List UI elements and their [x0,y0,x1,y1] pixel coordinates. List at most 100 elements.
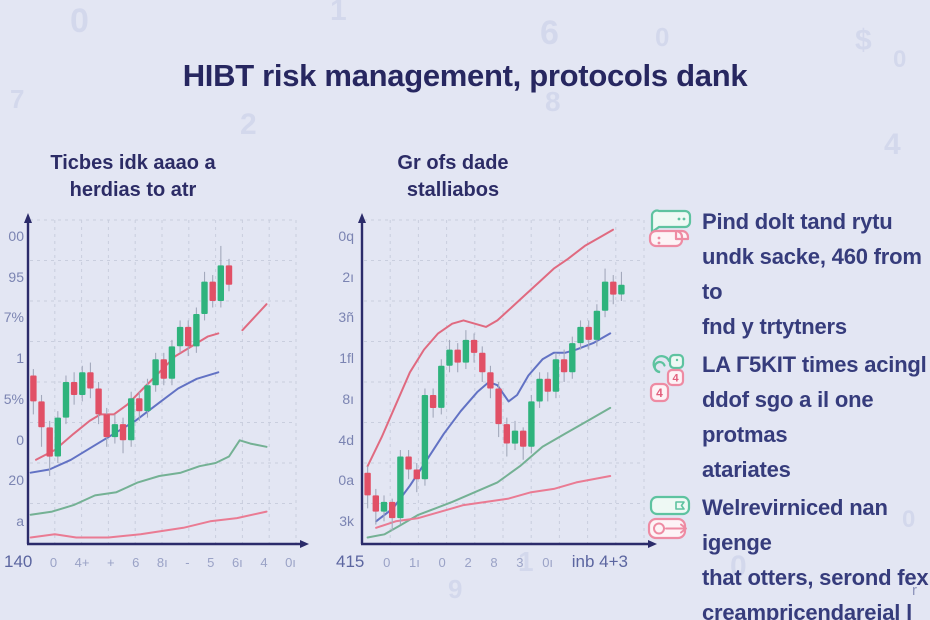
candle-up [438,365,445,408]
bullet-item-3: Welrevirniced nan igenge that otters, se… [646,490,930,620]
candle-down [87,372,94,389]
candlestick-plot-left [24,213,309,548]
y-tick-label: 0q [338,228,354,244]
line-lower-ma [366,406,612,539]
candle-down [364,472,371,496]
chart-left-subtitle: Ticbes idk aaao a herdias to atr [8,150,258,204]
y-tick-label: 3ñ [338,309,354,326]
candle-up [569,343,576,373]
candle-up [217,265,224,301]
y-tick-label: 95 [8,268,24,285]
bullet-text-1: Pind dolt tand rytu undk sacke, 460 from… [702,209,922,339]
x-tick-label: 0ı [285,555,296,570]
x-tick-label: 8 [490,555,498,570]
x-tick-label: + [107,555,115,570]
candle-up [618,284,625,295]
line-upper-ma-segment [241,303,268,332]
chart-right-subtitle-line1: Gr ofs dade [397,152,509,174]
y-tick-label: 8ı [342,390,354,407]
y-axis-arrow [24,213,32,223]
watermark-glyph: 4 [884,128,901,161]
watermark-glyph: $ [855,24,872,57]
candle-up [193,314,200,347]
candle-down [470,339,478,353]
candle-down [38,401,45,428]
candle-down [520,430,527,447]
chat-cards-icon [646,204,702,344]
x-tick-label: 0 [49,555,58,570]
x-tick-label: 0ı [542,555,554,570]
x-tick-label: 2 [464,555,472,570]
watermark-glyph: 0 [70,2,89,40]
candle-down [405,456,412,470]
y-tick-label: 4d [338,431,354,448]
candle-up [552,359,560,392]
candle-up [601,281,609,311]
candle-down [119,424,127,441]
y-axis-labels-right: 0q 2ı 3ñ 1fl 8ı 4d 0a 3k [330,212,356,558]
candle-up [111,424,119,438]
bullet-item-1: Pind dolt tand rytu undk sacke, 460 from… [646,204,930,344]
bullet-text-3: Welrevirniced nan igenge that otters, se… [702,495,929,620]
x-tick-label: - [185,555,190,570]
y-tick-label: 00 [8,228,24,244]
candle-down [185,326,192,347]
y-tick-label: 2ı [342,268,354,285]
candle-up [462,339,470,363]
x-tick-label: 415 [336,552,365,571]
candle-down [136,398,143,412]
x-tick-label: inb 4+3 [571,552,628,571]
icon-badge-number: 4 [672,373,679,385]
chart-left-subtitle-line1: Ticbes idk aaao a [50,152,216,174]
y-tick-label: 7% [3,309,24,326]
candle-down [70,382,78,395]
x-axis-labels-left: 140 0 4+ +6 8ı - 5 6ı 4 0ı [4,552,296,572]
x-tick-label: 140 [4,552,33,571]
candle-up [528,401,535,447]
candle-down [209,281,216,301]
chart-right-subtitle: Gr ofs dade stalliabos [338,150,568,204]
candle-down [544,378,551,392]
candle-down [95,388,102,415]
candle-up [54,417,61,457]
candle-up [201,281,208,314]
x-tick-label: 0 [383,555,391,570]
candle-down [479,352,486,373]
candle-up [577,326,584,344]
bullet-list: Pind dolt tand rytu undk sacke, 460 from… [646,204,930,620]
footer-mark: r [912,582,917,599]
line-base-line [375,475,612,529]
x-tick-label: 0 [438,555,446,570]
y-tick-label: 1fl [339,350,354,367]
watermark-glyph: 2 [240,108,257,141]
candle-up [593,310,601,340]
y-tick-label: 20 [8,472,24,489]
candle-up [176,326,184,347]
y-tick-label: 3k [339,512,354,529]
x-tick-label: 4+ [74,555,90,570]
x-tick-label: 8ı [156,555,168,570]
candle-up [62,382,70,418]
y-tick-label: 1 [16,350,24,367]
candle-up [536,378,543,402]
x-tick-label: 6 [132,555,140,570]
chart-right-subtitle-line2: stalliabos [406,179,500,201]
y-axis-arrow [358,213,366,223]
candle-down [160,359,167,379]
chart-left-subtitle-line2: herdias to atr [69,179,197,201]
spiral-number-blocks-icon: 4 4 [646,347,702,487]
watermark-glyph: 6 [540,14,559,52]
candlestick-plot-right [358,213,657,548]
y-tick-label: 0 [16,431,24,448]
candle-down [503,424,510,444]
candle-up [168,346,176,379]
candle-up [79,372,86,395]
x-axis-labels-right: 415 0 1ı 0 2 8 3 0ı inb 4+3 [336,552,628,572]
icon-badge-number: 4 [656,386,663,400]
candle-down [454,349,461,363]
bullet-text-2: LA Γ5KIT times acingl ddof sgo a il one … [702,352,927,482]
candle-down [495,388,502,425]
line-lower-ma [29,439,268,516]
candle-up [128,398,135,441]
line-upper-ma [35,332,220,461]
